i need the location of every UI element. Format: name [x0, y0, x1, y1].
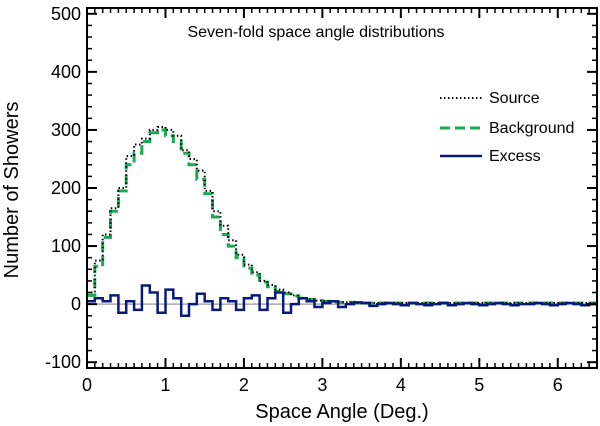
series-source-line: [87, 126, 597, 304]
legend-label-excess: Excess: [489, 148, 541, 165]
x-tick-label: 0: [82, 375, 92, 395]
series-excess-line: [87, 284, 597, 317]
x-tick-label: 6: [553, 375, 563, 395]
legend-label-source: Source: [489, 90, 540, 107]
x-tick-label: 2: [239, 375, 249, 395]
y-tick-label: 200: [51, 178, 81, 198]
chart-title: Seven-fold space angle distributions: [187, 24, 444, 41]
y-tick-label: 500: [51, 4, 81, 24]
y-tick-label: 400: [51, 62, 81, 82]
y-tick-label: -100: [45, 352, 81, 372]
x-tick-label: 1: [160, 375, 170, 395]
x-tick-label: 5: [474, 375, 484, 395]
y-tick-label: 0: [71, 294, 81, 314]
x-tick-label: 3: [317, 375, 327, 395]
legend-label-background: Background: [489, 120, 574, 137]
y-tick-label: 100: [51, 236, 81, 256]
x-axis-title: Space Angle (Deg.): [255, 401, 428, 423]
y-axis-title: Number of Showers: [1, 102, 23, 279]
y-tick-label: 300: [51, 120, 81, 140]
x-tick-label: 4: [396, 375, 406, 395]
